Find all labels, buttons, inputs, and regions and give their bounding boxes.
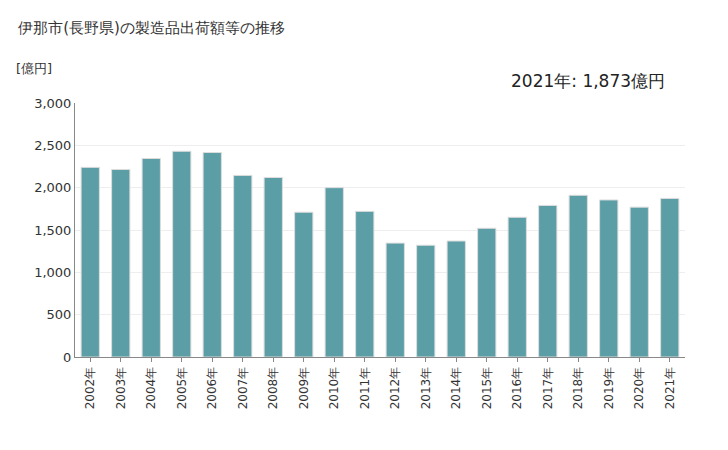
svg-text:2021年: 1,873億円: 2021年: 1,873億円	[511, 71, 665, 91]
svg-text:2013年: 2013年	[419, 367, 433, 410]
svg-text:[億円]: [億円]	[16, 61, 52, 76]
svg-text:2007年: 2007年	[236, 367, 250, 410]
svg-text:0: 0	[63, 350, 71, 365]
svg-text:2009年: 2009年	[297, 367, 311, 410]
svg-text:2016年: 2016年	[510, 367, 524, 410]
svg-text:2010年: 2010年	[327, 367, 341, 410]
svg-text:2012年: 2012年	[388, 367, 402, 410]
svg-text:2003年: 2003年	[114, 367, 128, 410]
svg-text:2015年: 2015年	[480, 367, 494, 410]
svg-text:2004年: 2004年	[144, 367, 158, 410]
svg-text:3,000: 3,000	[34, 96, 71, 111]
svg-text:2014年: 2014年	[449, 367, 463, 410]
svg-text:2021年: 2021年	[663, 367, 677, 410]
svg-text:2020年: 2020年	[632, 367, 646, 410]
svg-text:2019年: 2019年	[602, 367, 616, 410]
svg-text:2005年: 2005年	[175, 367, 189, 410]
svg-text:1,500: 1,500	[34, 223, 71, 238]
svg-text:2011年: 2011年	[358, 367, 372, 410]
svg-text:2017年: 2017年	[541, 367, 555, 410]
svg-text:2002年: 2002年	[83, 367, 97, 410]
svg-text:2,500: 2,500	[34, 138, 71, 153]
svg-text:500: 500	[47, 307, 72, 322]
svg-text:伊那市(長野県)の製造品出荷額等の推移: 伊那市(長野県)の製造品出荷額等の推移	[18, 19, 285, 37]
svg-text:2018年: 2018年	[571, 367, 585, 410]
svg-text:2,000: 2,000	[34, 180, 71, 195]
svg-text:2008年: 2008年	[266, 367, 280, 410]
svg-text:2006年: 2006年	[205, 367, 219, 410]
svg-text:1,000: 1,000	[34, 265, 71, 280]
